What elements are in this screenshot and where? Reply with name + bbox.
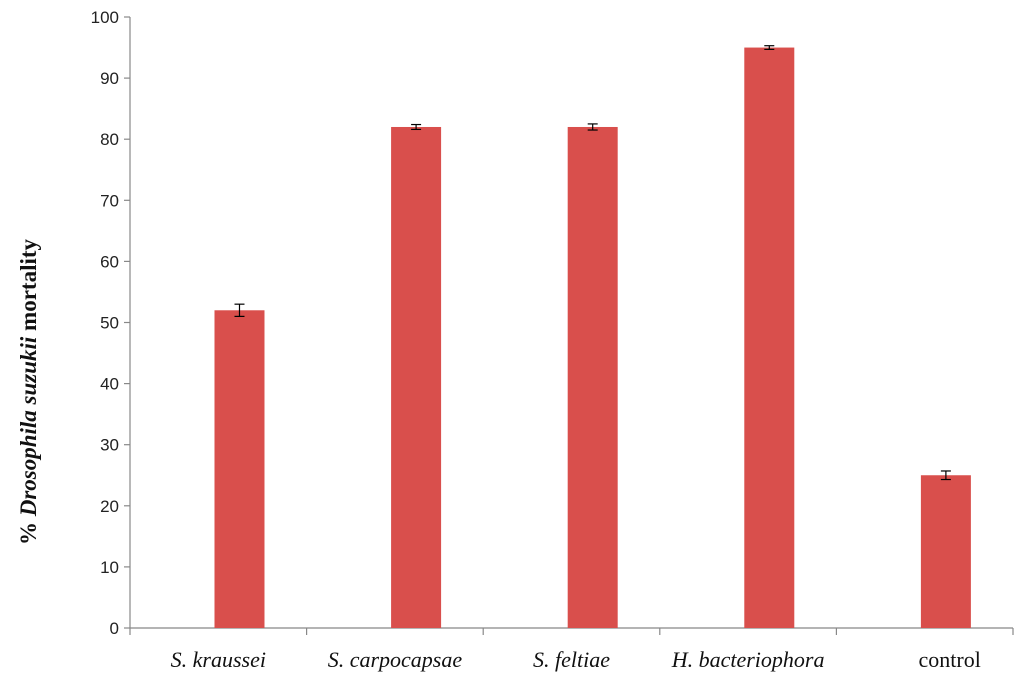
bar (744, 47, 795, 629)
x-axis (129, 627, 1014, 635)
bar (920, 475, 971, 628)
bar (567, 126, 618, 628)
y-tick-label: 80 (100, 130, 119, 149)
x-tick-label: control (919, 647, 981, 672)
bar (214, 310, 265, 628)
y-tick-label: 30 (100, 436, 119, 455)
category-labels: S. kraussei S. carpocapsae S. feltiae H. ba… (171, 647, 981, 672)
bars (214, 45, 971, 629)
y-axis-label: % Drosophila suzukii mortality (16, 238, 41, 545)
error-bar (940, 470, 951, 481)
y-tick-label: 40 (100, 375, 119, 394)
x-tick-label: S. kraussei (171, 647, 266, 672)
error-bar (234, 303, 245, 317)
x-tick-label: S. feltiae (533, 647, 610, 672)
y-tick-label: 0 (110, 619, 119, 638)
y-tick-label: 100 (91, 8, 119, 27)
y-tick-label: 50 (100, 314, 119, 333)
error-bar (764, 45, 775, 50)
y-tick-label: 10 (100, 558, 119, 577)
x-tick-label: H. bacteriophora (671, 647, 825, 672)
y-axis: 0 10 20 30 40 50 60 70 80 90 100 (91, 8, 131, 638)
error-bar (411, 123, 422, 131)
error-bar (587, 123, 598, 131)
x-tick-label: S. carpocapsae (328, 647, 463, 672)
y-tick-label: 20 (100, 497, 119, 516)
bar (391, 126, 442, 628)
y-tick-label: 90 (100, 69, 119, 88)
y-tick-label: 70 (100, 191, 119, 210)
y-tick-label: 60 (100, 252, 119, 271)
